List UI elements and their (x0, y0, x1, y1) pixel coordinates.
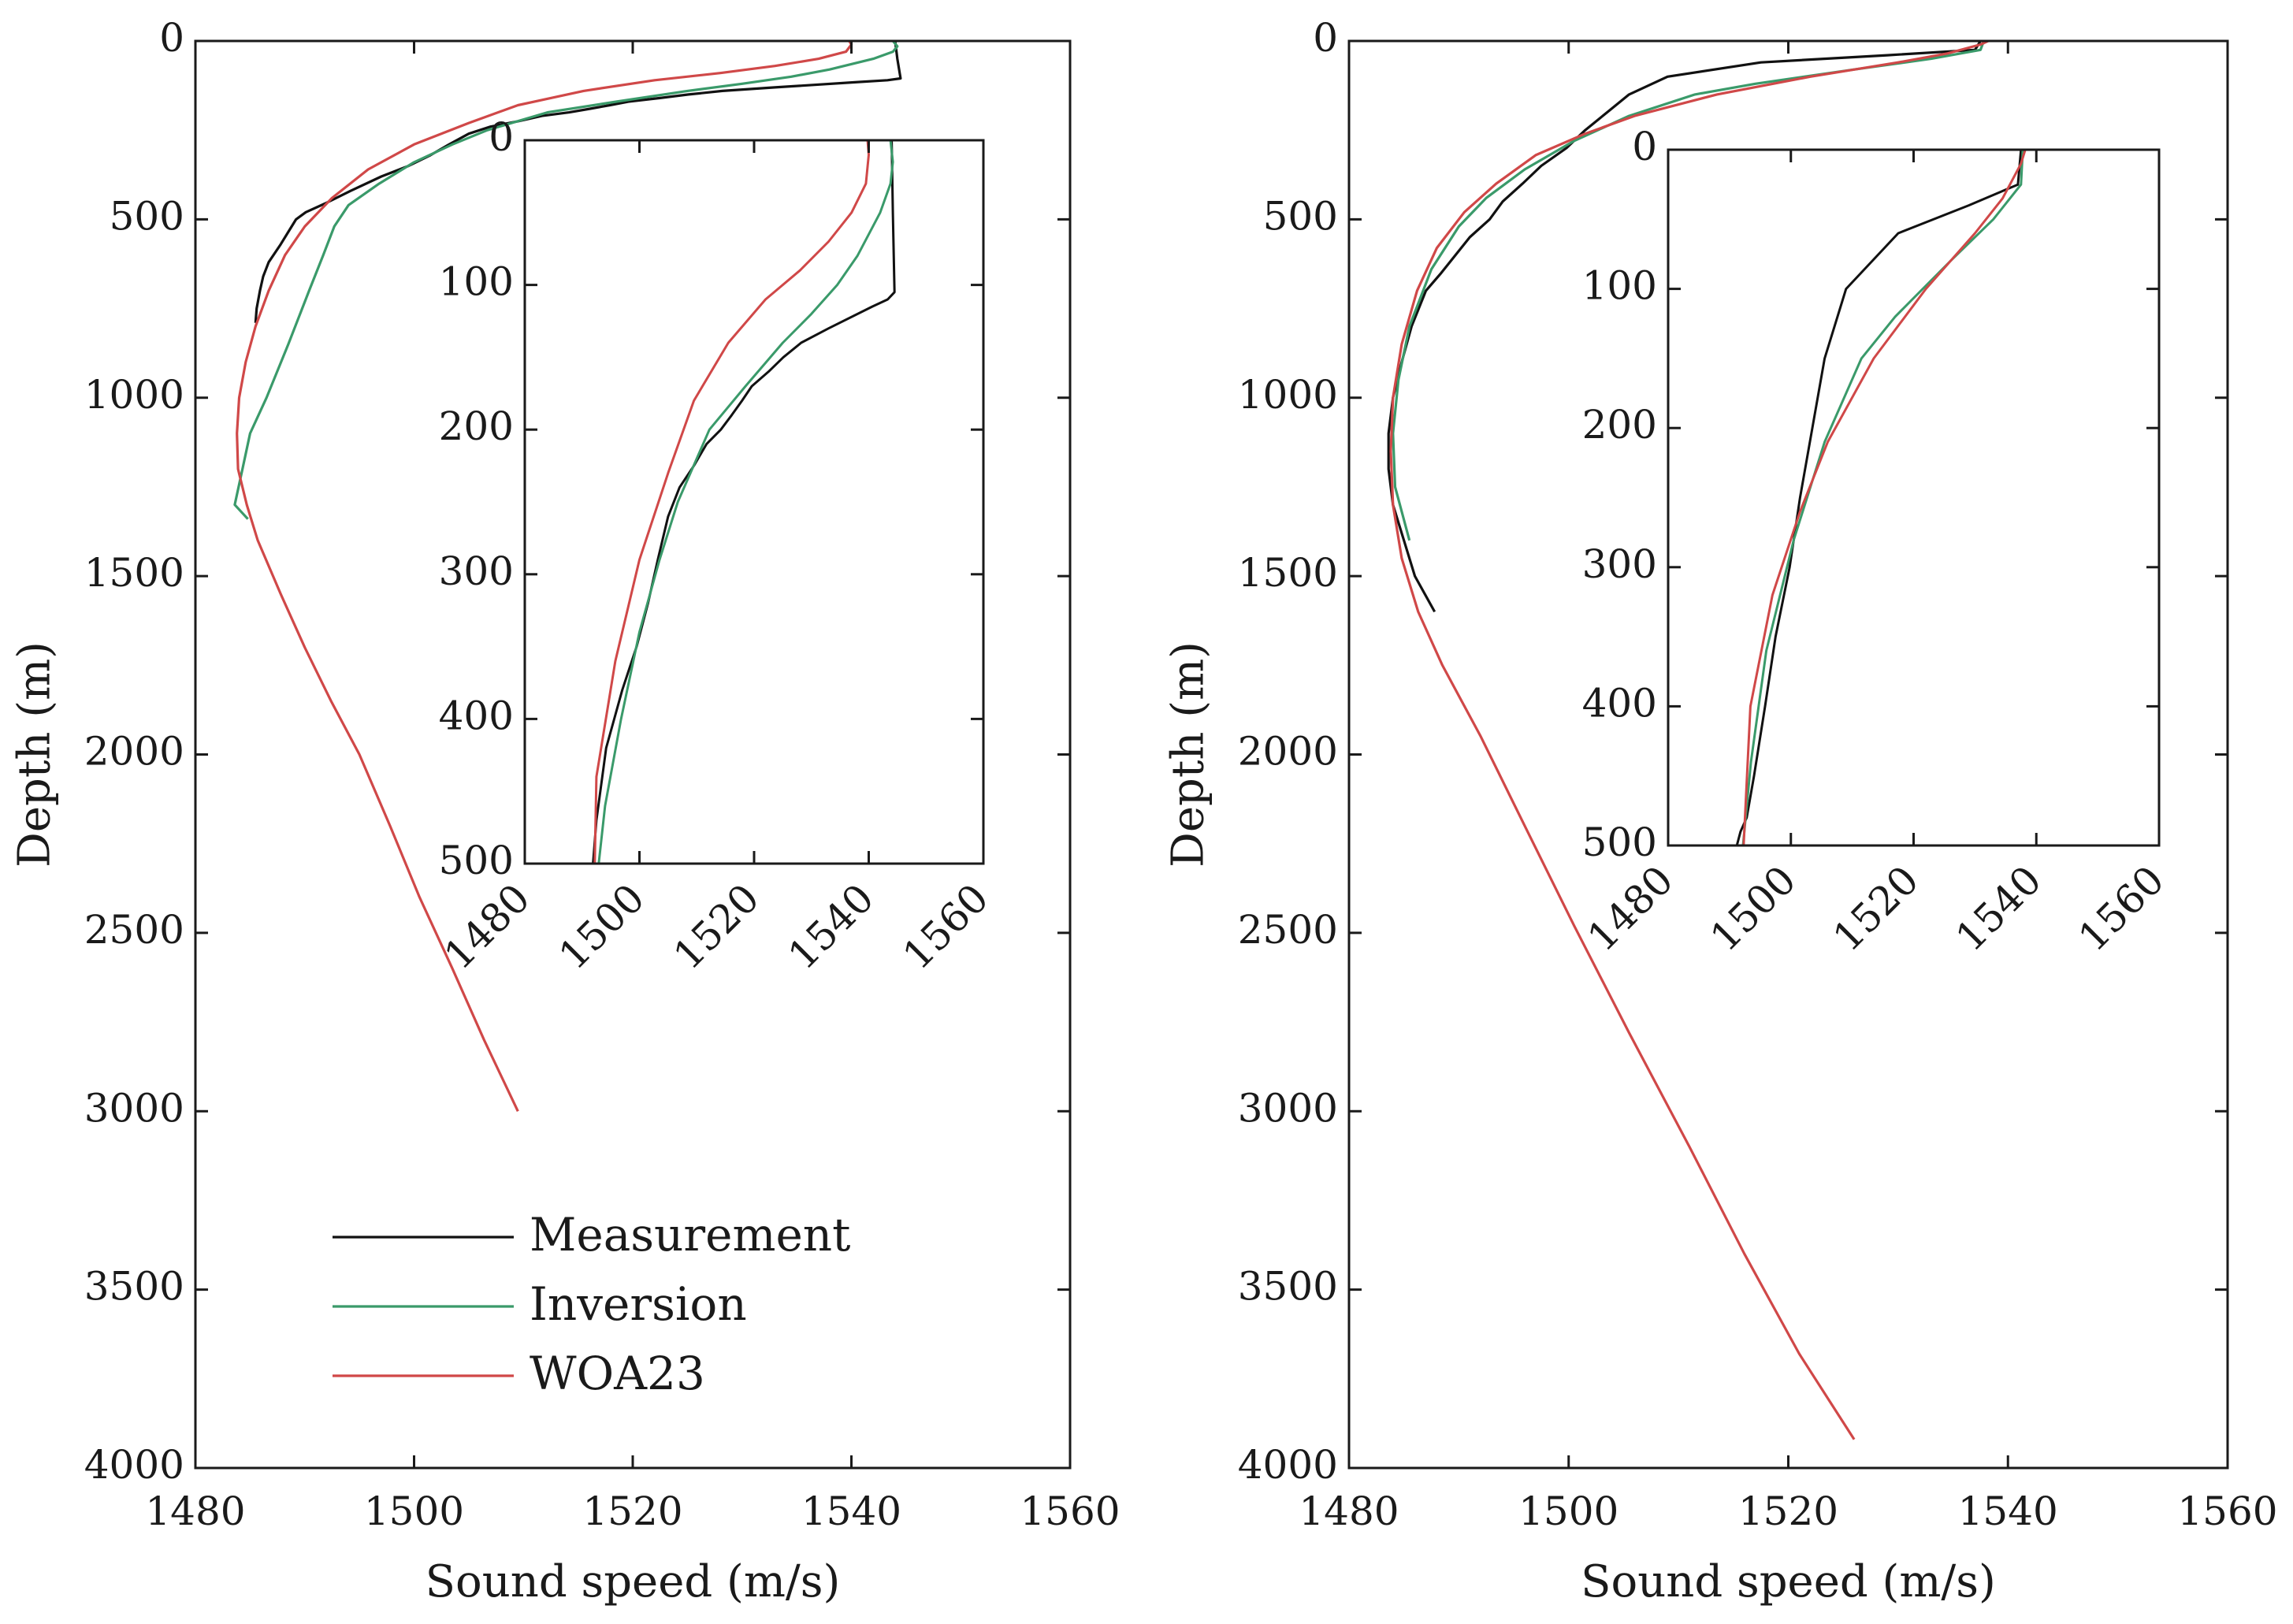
left-ytick-label: 1000 (84, 372, 184, 418)
right-inset-ytick-label: 500 (1582, 819, 1657, 865)
right-ytick-label: 3500 (1238, 1264, 1338, 1310)
left-inset-series-inversion (597, 140, 894, 864)
right-inset-ytick-label: 100 (1582, 263, 1657, 309)
left-x-axis-label: Sound speed (m/s) (426, 1556, 841, 1607)
left-ytick-label: 0 (159, 15, 184, 61)
left-xtick-label: 1500 (364, 1488, 464, 1534)
right-inset-plot-background (1668, 150, 2159, 845)
left-inset-ytick-label: 200 (439, 403, 514, 449)
legend-label-woa23: WOA23 (530, 1347, 705, 1400)
left-ytick-label: 2500 (84, 907, 184, 953)
right-ytick-label: 2500 (1238, 907, 1338, 953)
legend: Measurement Inversion WOA23 (333, 1208, 850, 1400)
right-series-woa23 (1389, 41, 1989, 1440)
right-ytick-label: 1000 (1238, 372, 1338, 418)
left-ytick-label: 500 (110, 193, 184, 239)
right-xtick-label: 1520 (1738, 1488, 1838, 1534)
left-inset-plot-background (525, 140, 983, 864)
left-xtick-label: 1520 (582, 1488, 682, 1534)
right-x-axis-label: Sound speed (m/s) (1581, 1556, 1996, 1607)
right-inset-series-measurement (1735, 150, 2023, 845)
right-xtick-label: 1480 (1299, 1488, 1399, 1534)
left-xtick-label: 1540 (801, 1488, 901, 1534)
right-ytick-label: 1500 (1238, 550, 1338, 596)
left-ytick-label: 2000 (84, 729, 184, 775)
right-ytick-label: 500 (1263, 193, 1338, 239)
left-inset-ytick-label: 400 (439, 693, 514, 738)
left-series-measurement (254, 41, 902, 323)
left-ytick-label: 3500 (84, 1264, 184, 1310)
right-series-measurement (1387, 41, 1982, 613)
left-y-axis-label: Depth (m) (9, 641, 61, 868)
right-inset-ytick-label: 200 (1582, 402, 1657, 448)
right-ytick-label: 4000 (1238, 1442, 1338, 1488)
left-inset-ytick-label: 100 (439, 259, 514, 305)
left-inset-ytick-label: 500 (439, 838, 514, 883)
right-ytick-label: 2000 (1238, 729, 1338, 775)
right-inset-ytick-label: 400 (1582, 680, 1657, 726)
right-inset-series-woa23 (1742, 150, 2027, 845)
right-inset-ytick-label: 300 (1582, 541, 1657, 587)
left-xtick-label: 1560 (1020, 1488, 1120, 1534)
left-series-inversion (233, 41, 899, 520)
right-ytick-label: 3000 (1238, 1085, 1338, 1131)
right-ytick-label: 0 (1313, 15, 1338, 61)
right-inset-series-inversion (1741, 150, 2024, 845)
legend-label-inversion: Inversion (530, 1277, 747, 1331)
left-series-woa23 (236, 41, 853, 1112)
left-ytick-label: 1500 (84, 550, 184, 596)
left-ytick-label: 4000 (84, 1442, 184, 1488)
left-xtick-label: 1480 (145, 1488, 245, 1534)
right-inset-ytick-label: 0 (1632, 124, 1657, 169)
right-xtick-label: 1560 (2177, 1488, 2277, 1534)
legend-label-measurement: Measurement (530, 1208, 850, 1262)
right-y-axis-label: Depth (m) (1163, 641, 1214, 868)
right-xtick-label: 1500 (1518, 1488, 1618, 1534)
left-inset-ytick-label: 300 (439, 548, 514, 594)
right-xtick-label: 1540 (1958, 1488, 2058, 1534)
left-inset-series-woa23 (593, 140, 870, 864)
left-ytick-label: 3000 (84, 1085, 184, 1131)
left-inset-ytick-label: 0 (489, 114, 514, 160)
